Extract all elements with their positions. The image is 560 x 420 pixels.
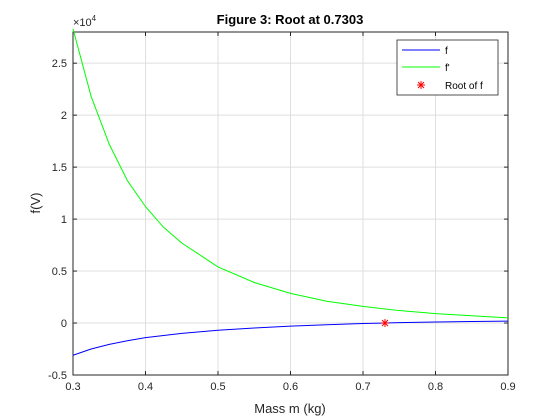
legend-label-f: f <box>445 46 448 57</box>
root-marker <box>380 319 389 328</box>
x-tick-label: 0.7 <box>355 381 370 393</box>
legend-label-fprime: f' <box>445 63 450 74</box>
x-tick-label: 0.3 <box>65 381 80 393</box>
legend-label-root: Root of f <box>445 81 483 92</box>
y-tick-label: 0 <box>61 318 67 330</box>
x-axis-label: Mass m (kg) <box>254 401 326 416</box>
y-tick-label: 0.5 <box>52 266 67 278</box>
series-line-0 <box>72 320 509 356</box>
x-tick-labels: 0.3 0.4 0.5 0.6 0.7 0.8 0.9 <box>65 381 515 393</box>
x-tick-label: 0.5 <box>210 381 225 393</box>
y-scale-exponent-power: 4 <box>92 14 97 23</box>
y-tick-labels: -0.5 0 0.5 1 1.5 2 2.5 <box>48 58 67 382</box>
x-tick-label: 0.4 <box>138 381 153 393</box>
tick-marks <box>72 32 509 376</box>
y-tick-label: 1 <box>61 214 67 226</box>
series-line-1 <box>72 28 509 319</box>
series-layer <box>72 28 509 356</box>
legend-swatch-root <box>417 81 425 89</box>
x-tick-label: 0.8 <box>428 381 443 393</box>
y-axis-label: f(V) <box>28 193 43 214</box>
chart-title: Figure 3: Root at 0.7303 <box>217 12 364 27</box>
root-marker-stroke <box>381 319 389 327</box>
y-scale-exponent: ×104 <box>73 14 97 29</box>
y-tick-label: -0.5 <box>48 370 67 382</box>
x-tick-label: 0.9 <box>500 381 515 393</box>
legend: f f' Root of f <box>396 39 499 96</box>
y-scale-exponent-base: ×10 <box>73 17 92 29</box>
y-tick-label: 2.5 <box>52 58 67 70</box>
x-tick-label: 0.6 <box>283 381 298 393</box>
y-tick-label: 1.5 <box>52 162 67 174</box>
y-tick-label: 2 <box>61 110 67 122</box>
